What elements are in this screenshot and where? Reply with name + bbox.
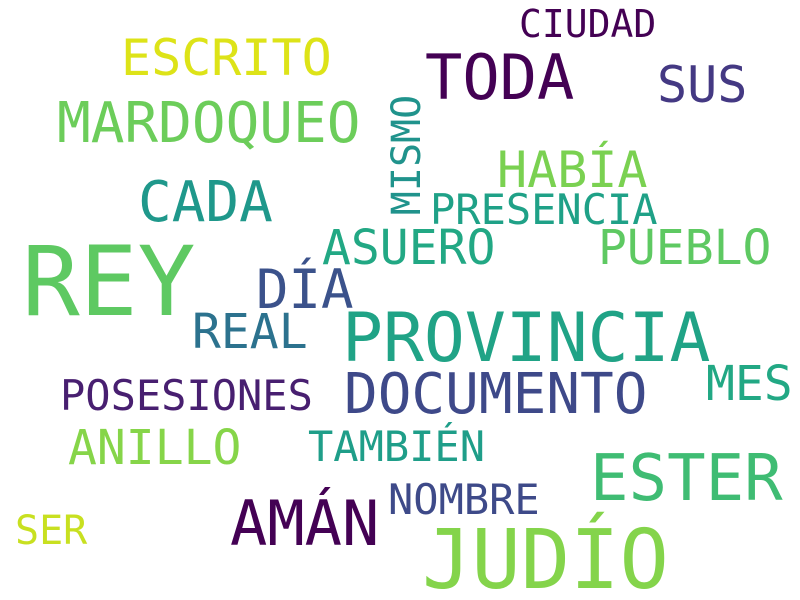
word-sus: SUS — [657, 56, 748, 114]
word-documento: DOCUMENTO — [344, 362, 648, 427]
word-mismo: MISMO — [384, 94, 431, 216]
word-real: REAL — [192, 304, 308, 360]
word-escrito: ESCRITO — [121, 29, 332, 87]
word-habia: HABÍA — [497, 141, 648, 199]
word-cada: CADA — [138, 170, 273, 235]
word-pueblo: PUEBLO — [598, 220, 772, 276]
word-ciudad: CIUDAD — [519, 2, 657, 46]
word-asuero: ASUERO — [322, 220, 496, 276]
word-tambien: TAMBIÉN — [308, 422, 486, 471]
word-provincia: PROVINCIA — [342, 299, 711, 378]
word-posesiones: POSESIONES — [60, 371, 313, 420]
word-mes: MES — [706, 356, 793, 412]
word-anillo: ANILLO — [68, 420, 242, 476]
word-toda: TODA — [425, 41, 575, 114]
word-rey: REY — [22, 226, 196, 338]
word-ser: SER — [15, 508, 88, 554]
word-mardoqueo: MARDOQUEO — [57, 91, 361, 156]
word-presencia: PRESENCIA — [430, 185, 658, 234]
word-ester: ESTER — [590, 442, 783, 516]
word-nombre: NOMBRE — [388, 475, 540, 524]
word-judio: JUDÍO — [422, 513, 669, 600]
word-aman: AMÁN — [230, 487, 380, 560]
word-dia: DÍA — [256, 258, 354, 321]
